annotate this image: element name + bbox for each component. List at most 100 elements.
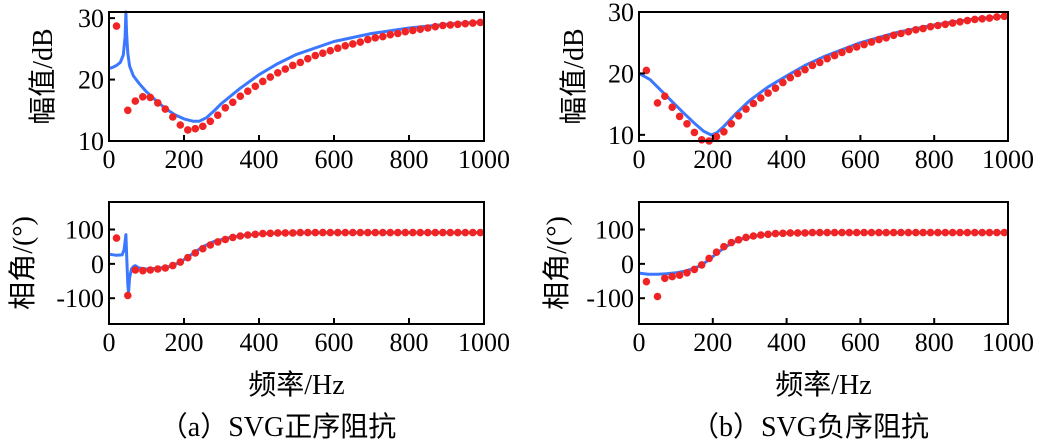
data-point xyxy=(379,228,387,237)
data-point xyxy=(424,228,432,237)
data-point xyxy=(882,228,890,237)
x-tick-label: 0 xyxy=(103,328,116,357)
data-point xyxy=(311,228,320,237)
x-tick-label: 200 xyxy=(165,328,204,357)
data-point xyxy=(978,228,986,237)
data-point xyxy=(897,228,905,237)
data-point xyxy=(912,26,920,34)
y-tick-label: 0 xyxy=(621,250,634,279)
data-point xyxy=(319,49,327,57)
data-point xyxy=(757,94,765,102)
data-point xyxy=(697,261,706,269)
data-point xyxy=(274,229,282,237)
data-point xyxy=(978,14,986,23)
data-point xyxy=(334,44,342,52)
data-point xyxy=(860,228,868,237)
data-point xyxy=(184,126,192,134)
data-point xyxy=(386,228,395,237)
data-point xyxy=(154,265,162,273)
data-point xyxy=(476,18,485,27)
data-point xyxy=(266,73,275,81)
data-point xyxy=(963,228,972,237)
data-point xyxy=(356,228,365,237)
data-point xyxy=(259,77,267,86)
data-point xyxy=(941,20,950,29)
data-point xyxy=(720,128,728,136)
data-point xyxy=(214,238,222,246)
data-point xyxy=(386,30,395,39)
data-point xyxy=(860,40,868,49)
data-point xyxy=(454,20,462,29)
data-point xyxy=(830,51,839,60)
data-point xyxy=(281,65,290,73)
data-point xyxy=(124,291,132,300)
y-tick-label: 30 xyxy=(78,4,104,33)
data-point xyxy=(401,27,410,36)
data-point xyxy=(154,99,162,107)
data-point xyxy=(169,261,177,270)
data-point xyxy=(919,228,927,237)
y-axis-label: 相角/(°) xyxy=(541,216,573,310)
data-point xyxy=(697,136,706,144)
data-point xyxy=(431,228,440,237)
data-point xyxy=(161,264,170,272)
data-point xyxy=(229,233,237,242)
x-tick-label: 200 xyxy=(693,145,732,174)
x-tick-label: 600 xyxy=(315,328,354,357)
data-point xyxy=(757,231,765,239)
data-point xyxy=(341,42,350,50)
data-point xyxy=(727,120,736,128)
series-line-model xyxy=(108,231,484,295)
data-point xyxy=(642,277,651,286)
data-point xyxy=(236,232,245,240)
data-point xyxy=(416,25,425,33)
x-tick-label: 200 xyxy=(693,328,732,357)
x-tick-label: 1000 xyxy=(982,328,1034,357)
caption-b: （b）SVG负序阻抗 xyxy=(691,411,929,441)
data-point xyxy=(801,65,809,74)
data-point xyxy=(668,103,676,111)
data-point xyxy=(476,228,485,237)
data-point xyxy=(259,229,267,238)
data-point xyxy=(919,24,927,33)
data-point xyxy=(793,229,802,237)
data-point xyxy=(642,66,651,75)
data-point xyxy=(281,229,290,237)
x-tick-label: 400 xyxy=(240,328,279,357)
data-point xyxy=(948,228,957,237)
data-point xyxy=(461,228,470,237)
data-point xyxy=(394,228,402,237)
data-point xyxy=(742,233,750,242)
data-point xyxy=(296,58,305,67)
data-point xyxy=(139,93,147,101)
x-tick-label: 0 xyxy=(103,145,116,174)
x-axis-label: 频率/Hz xyxy=(248,369,344,401)
data-point xyxy=(244,231,252,239)
data-point xyxy=(749,232,758,240)
y-tick-label: -100 xyxy=(586,284,634,313)
data-point xyxy=(852,228,861,237)
data-point xyxy=(431,22,440,31)
y-tick-label: 100 xyxy=(595,215,634,244)
data-point xyxy=(683,120,691,128)
data-point xyxy=(191,249,200,257)
x-tick-label: 400 xyxy=(767,328,806,357)
data-point xyxy=(326,46,335,55)
data-point xyxy=(779,78,787,87)
data-point xyxy=(266,229,275,238)
data-point xyxy=(793,69,802,78)
data-point xyxy=(904,27,913,36)
data-point xyxy=(889,31,898,40)
data-point xyxy=(683,269,691,277)
data-point xyxy=(727,238,736,247)
data-point xyxy=(416,228,425,237)
y-axis-label: 相角/(°) xyxy=(7,216,39,310)
data-point xyxy=(690,265,699,274)
x-tick-label: 600 xyxy=(841,145,880,174)
data-point xyxy=(349,228,357,237)
data-point xyxy=(904,228,913,237)
data-point xyxy=(131,97,140,105)
data-point xyxy=(734,112,743,120)
data-point xyxy=(764,89,772,97)
